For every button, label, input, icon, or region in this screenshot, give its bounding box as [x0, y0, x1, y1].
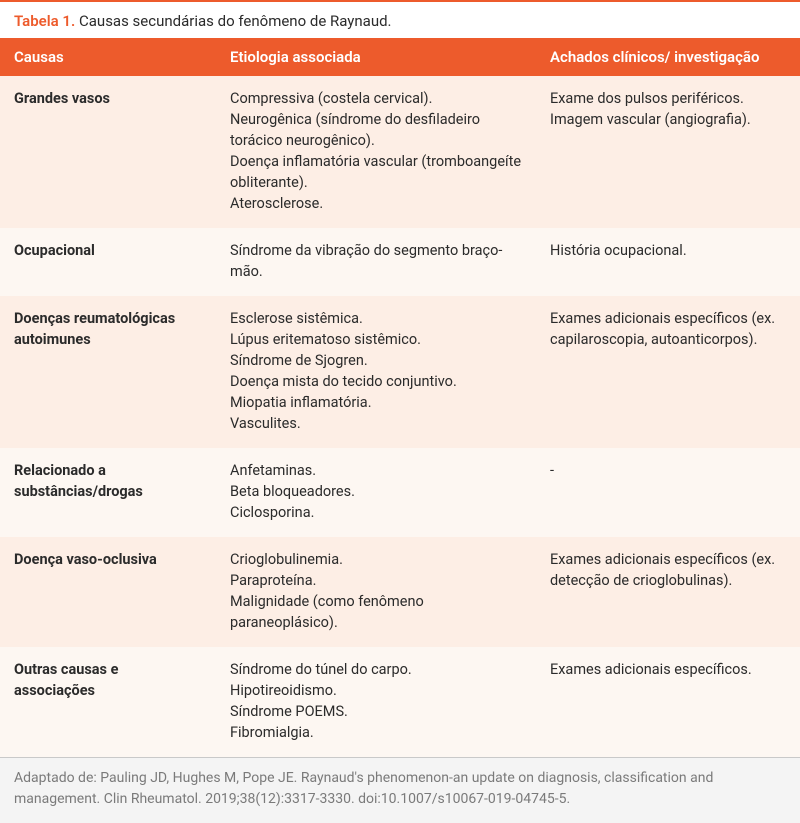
- header-etiologia: Etiologia associada: [216, 38, 536, 76]
- table-row: Relacionado a substâncias/drogasAnfetami…: [0, 448, 800, 537]
- table-row: Doença vaso-oclusivaCrioglobulinemia.Par…: [0, 537, 800, 647]
- cell-cause: Doenças reumatológicas autoimunes: [0, 296, 216, 448]
- etiology-line: Hipotireoidismo.: [230, 680, 522, 701]
- caption-text: Causas secundárias do fenômeno de Raynau…: [79, 12, 392, 30]
- etiology-line: Paraproteína.: [230, 570, 522, 591]
- table-head: Causas Etiologia associada Achados clíni…: [0, 38, 800, 76]
- cell-findings: Exames adicionais específicos (ex. capil…: [536, 296, 800, 448]
- etiology-line: Miopatia inflamatória.: [230, 392, 522, 413]
- cell-etiology: Crioglobulinemia.Paraproteína.Malignidad…: [216, 537, 536, 647]
- etiology-line: Doença inflamatória vascular (tromboange…: [230, 151, 522, 193]
- cell-cause: Doença vaso-oclusiva: [0, 537, 216, 647]
- etiology-line: Esclerose sistêmica.: [230, 308, 522, 329]
- etiology-line: Malignidade (como fenômeno paraneoplásic…: [230, 591, 522, 633]
- cell-cause: Grandes vasos: [0, 76, 216, 228]
- cell-cause: Relacionado a substâncias/drogas: [0, 448, 216, 537]
- cell-findings: História ocupacional.: [536, 228, 800, 296]
- cell-etiology: Compressiva (costela cervical).Neurogêni…: [216, 76, 536, 228]
- findings-line: Exames adicionais específicos (ex. capil…: [550, 308, 786, 350]
- findings-line: Exames adicionais específicos.: [550, 659, 786, 680]
- etiology-line: Compressiva (costela cervical).: [230, 88, 522, 109]
- table-caption: Tabela 1. Causas secundárias do fenômeno…: [0, 2, 800, 38]
- cell-findings: Exame dos pulsos periféricos.Imagem vasc…: [536, 76, 800, 228]
- etiology-line: Síndrome da vibração do segmento braço-m…: [230, 240, 522, 282]
- etiology-line: Doença mista do tecido conjuntivo.: [230, 371, 522, 392]
- findings-line: Exame dos pulsos periféricos.: [550, 88, 786, 109]
- cell-findings: -: [536, 448, 800, 537]
- table-footer-citation: Adaptado de: Pauling JD, Hughes M, Pope …: [0, 757, 800, 823]
- findings-line: História ocupacional.: [550, 240, 786, 261]
- table-container: Tabela 1. Causas secundárias do fenômeno…: [0, 0, 800, 823]
- cell-etiology: Esclerose sistêmica.Lúpus eritematoso si…: [216, 296, 536, 448]
- cell-etiology: Síndrome do túnel do carpo.Hipotireoidis…: [216, 647, 536, 757]
- etiology-line: Aterosclerose.: [230, 193, 522, 214]
- table-row: Grandes vasosCompressiva (costela cervic…: [0, 76, 800, 228]
- caption-label: Tabela 1.: [14, 12, 75, 30]
- table-row: Outras causas e associaçõesSíndrome do t…: [0, 647, 800, 757]
- table-row: Ocupacional Síndrome da vibração do segme…: [0, 228, 800, 296]
- table-body: Grandes vasosCompressiva (costela cervic…: [0, 76, 800, 757]
- etiology-line: Vasculites.: [230, 413, 522, 434]
- data-table: Causas Etiologia associada Achados clíni…: [0, 38, 800, 757]
- header-row: Causas Etiologia associada Achados clíni…: [0, 38, 800, 76]
- cell-cause: Ocupacional: [0, 228, 216, 296]
- cell-cause: Outras causas e associações: [0, 647, 216, 757]
- etiology-line: Crioglobulinemia.: [230, 549, 522, 570]
- cell-etiology: Anfetaminas.Beta bloqueadores.Ciclospori…: [216, 448, 536, 537]
- header-causas: Causas: [0, 38, 216, 76]
- findings-line: Exames adicionais específicos (ex. detec…: [550, 549, 786, 591]
- etiology-line: Síndrome de Sjogren.: [230, 350, 522, 371]
- etiology-line: Fibromialgia.: [230, 722, 522, 743]
- etiology-line: Anfetaminas.: [230, 460, 522, 481]
- findings-line: Imagem vascular (angiografia).: [550, 109, 786, 130]
- etiology-line: Lúpus eritematoso sistêmico.: [230, 329, 522, 350]
- etiology-line: Neurogênica (síndrome do desfiladeiro to…: [230, 109, 522, 151]
- cell-findings: Exames adicionais específicos.: [536, 647, 800, 757]
- header-achados: Achados clínicos/ investigação: [536, 38, 800, 76]
- etiology-line: Ciclosporina.: [230, 502, 522, 523]
- table-row: Doenças reumatológicas autoimunesEsclero…: [0, 296, 800, 448]
- findings-line: -: [550, 460, 786, 481]
- etiology-line: Síndrome do túnel do carpo.: [230, 659, 522, 680]
- cell-findings: Exames adicionais específicos (ex. detec…: [536, 537, 800, 647]
- cell-etiology: Síndrome da vibração do segmento braço-m…: [216, 228, 536, 296]
- etiology-line: Beta bloqueadores.: [230, 481, 522, 502]
